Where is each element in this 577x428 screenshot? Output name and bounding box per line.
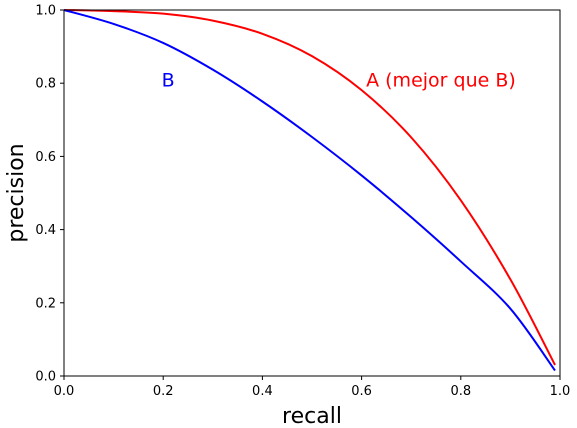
annotation-b: B <box>162 70 175 92</box>
x-tick-label: 0.0 <box>54 384 75 399</box>
plot-area <box>63 9 556 372</box>
y-tick-label: 1.0 <box>35 4 56 19</box>
series-line-a <box>63 9 556 366</box>
annotations: B A (mejor que B) <box>162 70 516 92</box>
y-tick-label: 0.8 <box>35 77 56 92</box>
x-tick-label: 0.2 <box>153 384 174 399</box>
annotation-a: A (mejor que B) <box>366 70 516 92</box>
x-tick-label: 0.8 <box>450 384 471 399</box>
plot-frame <box>63 9 561 377</box>
y-tick-label: 0.4 <box>35 223 56 238</box>
y-tick-label: 0.2 <box>35 296 56 311</box>
x-tick-label: 0.4 <box>252 384 273 399</box>
x-tick-label: 0.6 <box>351 384 372 399</box>
x-axis-label: recall <box>282 404 342 428</box>
axis-ticks: 0.0 0.2 0.4 0.6 0.8 1.0 0.0 0.2 0.4 0.6 0.8 1.0 <box>35 4 570 400</box>
x-tick-label: 1.0 <box>550 384 571 399</box>
y-tick-label: 0.0 <box>35 370 56 385</box>
y-axis-label: precision <box>4 143 29 242</box>
y-tick-label: 0.6 <box>35 150 56 165</box>
series-line-b <box>63 9 556 372</box>
